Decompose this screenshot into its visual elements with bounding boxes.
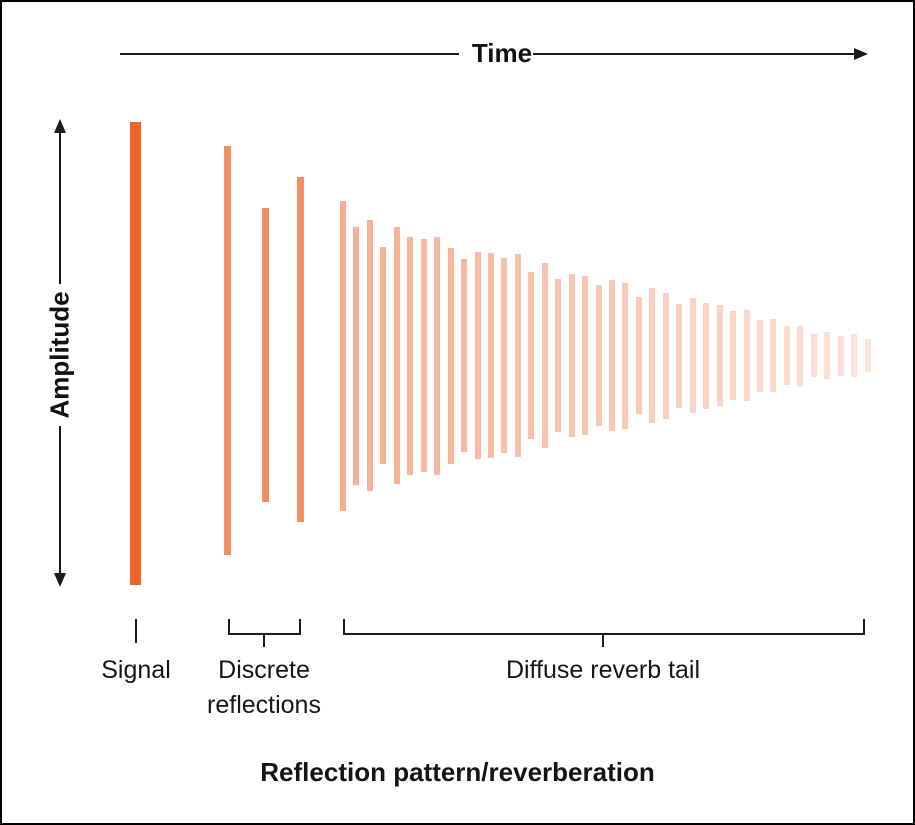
discrete-bracket-tick — [263, 635, 265, 647]
diffuse-tail-bar — [662, 292, 669, 419]
diffuse-tail-bar — [864, 339, 871, 372]
diffuse-bracket-left — [343, 619, 345, 635]
diffuse-tail-bar — [770, 319, 777, 392]
signal-label: Signal — [101, 656, 171, 684]
diffuse-tail-bar — [420, 239, 427, 472]
diffuse-tail-bar — [689, 298, 696, 413]
diffuse-tail-bar — [461, 259, 468, 452]
diffuse-bracket-line — [343, 633, 865, 635]
amplitude-axis-label: Amplitude — [44, 291, 75, 419]
time-axis-line-right — [533, 53, 854, 55]
diffuse-tail-bar — [824, 332, 831, 379]
diffuse-tail-bar — [837, 335, 844, 376]
discrete-reflection-bar — [262, 208, 269, 502]
diffuse-tail-bar — [353, 226, 360, 485]
signal-tick — [135, 619, 137, 643]
diffuse-tail-bar — [743, 310, 750, 401]
amplitude-arrowhead-up-icon — [54, 119, 66, 133]
diffuse-tail-bar — [810, 334, 817, 377]
diffuse-tail-bar — [447, 247, 454, 464]
diffuse-tail-bar — [434, 236, 441, 475]
diffuse-tail-bar — [756, 319, 763, 392]
diffuse-tail-bar — [595, 285, 602, 426]
diffuse-tail-bar — [555, 279, 562, 432]
diffuse-tail-bar — [393, 227, 400, 484]
diffuse-tail-bar — [340, 200, 346, 511]
diffuse-tail-bar — [541, 263, 548, 448]
diffuse-tail-bar — [635, 297, 642, 414]
amplitude-axis-line-bottom — [59, 426, 61, 573]
time-arrowhead-icon — [854, 48, 868, 60]
diffuse-bracket-right — [863, 619, 865, 635]
diffuse-tail-bar — [622, 282, 629, 429]
discrete-bracket-left — [228, 619, 230, 635]
diffuse-tail-bar — [716, 305, 723, 406]
diffuse-tail-bar — [501, 258, 508, 453]
diffuse-tail-bar — [797, 325, 804, 386]
diffuse-tail-bar — [407, 236, 414, 475]
diffuse-tail-bar — [783, 326, 790, 385]
figure-caption: Reflection pattern/reverberation — [260, 757, 655, 787]
signal-bar — [130, 122, 141, 585]
discrete-bracket-right — [299, 619, 301, 635]
diffuse-tail-bar — [676, 303, 683, 408]
diffuse-tail-bar — [514, 254, 521, 457]
diffuse-tail-bar — [380, 247, 387, 464]
discrete-bracket-line — [228, 633, 301, 635]
diffuse-tail-bar — [474, 252, 481, 459]
time-axis-line-left — [120, 53, 459, 55]
diffuse-tail-bar — [730, 311, 737, 400]
diffuse-tail-bar — [582, 276, 589, 435]
discrete-reflection-bar — [297, 177, 304, 522]
amplitude-axis-line-top — [59, 132, 61, 284]
diffuse-tail-bar — [851, 334, 858, 377]
diffuse-reverb-tail-label: Diffuse reverb tail — [505, 656, 701, 684]
diffuse-tail-bar — [703, 302, 710, 409]
diffuse-tail-bar — [568, 274, 575, 437]
diffuse-tail-bar — [649, 288, 656, 423]
discrete-reflection-bar — [224, 146, 231, 555]
diffuse-tail-bar — [609, 280, 615, 431]
diffuse-tail-bar — [366, 220, 373, 491]
diffuse-tail-bar — [487, 253, 494, 458]
amplitude-arrowhead-down-icon — [54, 573, 66, 587]
time-axis-label: Time — [471, 38, 533, 68]
diffuse-bracket-tick — [602, 635, 604, 647]
diffuse-tail-bar — [528, 272, 535, 439]
discrete-reflections-label: Discrete reflections — [207, 656, 321, 719]
